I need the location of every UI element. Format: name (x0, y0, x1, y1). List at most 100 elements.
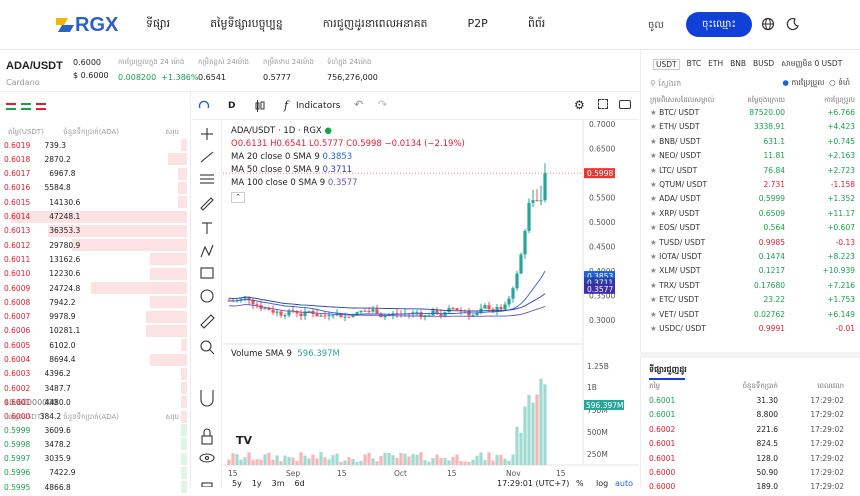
pattern-icon[interactable] (200, 244, 214, 258)
percent-toggle[interactable]: % (576, 479, 584, 488)
ask-row[interactable]: 0.60191228.3739.3 (0, 138, 191, 152)
pair-name[interactable]: ADA/USDT (6, 60, 63, 72)
ask-row[interactable]: 0.60184769.32870.2 (0, 152, 191, 166)
magnet-icon[interactable] (200, 390, 214, 407)
tab-btc[interactable]: BTC (686, 59, 702, 68)
nav-link-futures[interactable]: ការជួញដូរនាពេលអនាគត (322, 17, 428, 30)
favorite-star-icon[interactable]: ★ (650, 295, 657, 305)
ask-row[interactable]: 0.601121897.613162.6 (0, 252, 191, 266)
range-3m[interactable]: 3m (271, 479, 285, 488)
tab-busd[interactable]: BUSD (753, 59, 775, 68)
trades-title[interactable]: ទីផ្សារជួញដូរ (649, 365, 687, 380)
candlestick-chart[interactable]: 0.70000.65000.60000.55000.50000.45000.40… (223, 120, 639, 487)
ask-row[interactable]: 0.601249535.729780.9 (0, 238, 191, 252)
favorite-star-icon[interactable]: ★ (650, 252, 657, 261)
ask-row[interactable]: 0.601020350.812230.6 (0, 267, 191, 281)
market-row[interactable]: ★ ADA/ USDT 0.5999 +1.352 (650, 194, 855, 208)
favorite-star-icon[interactable]: ★ (650, 194, 657, 204)
market-row[interactable]: ★ ETC/ USDT 23.22 +1.753 (650, 295, 855, 309)
zoom-icon[interactable] (200, 340, 215, 355)
text-tool-icon[interactable] (202, 222, 212, 234)
market-row[interactable]: ★ QTUM/ USDT 2.731 -1.158 (650, 180, 855, 194)
favorite-star-icon[interactable]: ★ (650, 180, 657, 189)
tab-usdt[interactable]: USDT (653, 59, 680, 70)
logo[interactable]: RGX (56, 14, 118, 36)
market-row[interactable]: ★ TRX/ USDT 0.17680 +7.216 (650, 281, 855, 295)
market-row[interactable]: ★ VET/ USDT 0.02762 +6.149 (650, 310, 855, 324)
radio-change[interactable]: ● (782, 78, 789, 87)
range-6d[interactable]: 6d (294, 479, 305, 488)
favorite-star-icon[interactable]: ★ (650, 151, 657, 161)
trash-icon[interactable] (201, 482, 213, 488)
favorite-star-icon[interactable]: ★ (650, 237, 657, 247)
ask-row[interactable]: 0.601523492.314130.6 (0, 195, 191, 209)
favorite-star-icon[interactable]: ★ (650, 223, 657, 233)
ask-row[interactable]: 0.600617118.110281.1 (0, 324, 191, 338)
log-toggle[interactable]: log (596, 479, 609, 488)
emoji-icon[interactable] (200, 289, 214, 303)
favorite-star-icon[interactable]: ★ (650, 266, 657, 276)
market-search-input[interactable]: ⚲ ស្វែងរក (650, 79, 682, 88)
nav-link-spot[interactable]: តម្លៃទីផ្សារបច្ចុប្បន្ន (210, 17, 283, 30)
legend-collapse-button[interactable]: ⌃ (231, 192, 245, 203)
tradingview-logo[interactable]: TV (236, 434, 253, 447)
ask-row[interactable]: 0.600941146.324724.8 (0, 281, 191, 295)
fx-icon[interactable]: f (284, 99, 289, 112)
ask-row[interactable]: 0.60025810.93487.7 (0, 381, 191, 395)
globe-icon[interactable] (761, 17, 775, 31)
ask-row[interactable]: 0.601478563.547248.1 (0, 210, 191, 224)
ask-row[interactable]: 0.601711580.26967.8 (0, 167, 191, 181)
trendline-icon[interactable] (200, 151, 214, 163)
eye-icon[interactable] (199, 453, 215, 463)
bids-only-icon[interactable] (21, 103, 31, 110)
login-link[interactable]: ចូល (648, 20, 664, 31)
range-5y[interactable]: 5y (232, 479, 242, 488)
orderbook-view-toggles[interactable] (6, 103, 46, 110)
measure-icon[interactable] (200, 267, 214, 279)
moon-icon[interactable] (786, 17, 800, 31)
range-1y[interactable]: 1y (251, 479, 262, 488)
ask-row[interactable]: 0.60169283.25584.8 (0, 181, 191, 195)
fullscreen-icon[interactable] (598, 99, 608, 109)
radio-volume[interactable]: ○ (829, 78, 836, 87)
ask-row[interactable]: 0.600813219.37942.2 (0, 295, 191, 309)
redo-icon[interactable]: ↷ (378, 98, 388, 111)
tab-eth[interactable]: ETH (708, 59, 724, 68)
favorite-star-icon[interactable]: ★ (650, 208, 657, 218)
chart-refresh-icon[interactable] (198, 100, 210, 112)
settings-icon[interactable]: ⚙ (574, 98, 585, 112)
market-row[interactable]: ★ ETH/ USDT 3338.91 +4.423 (650, 122, 855, 136)
market-row[interactable]: ★ XRP/ USDT 0.6509 +11.17 (650, 209, 855, 223)
nav-link-news[interactable]: ពិព័រ (527, 17, 546, 30)
market-row[interactable]: ★ IOTA/ USDT 0.1474 +8.223 (650, 252, 855, 266)
hline-icon[interactable] (200, 174, 214, 184)
ruler-icon[interactable] (200, 314, 215, 329)
favorite-star-icon[interactable]: ★ (650, 280, 657, 290)
ask-row[interactable]: 0.600716612.19978.9 (0, 310, 191, 324)
tab-filter[interactable]: សាមញ្ញមិន 0 USDT (781, 59, 843, 68)
bid-row[interactable]: 0.59975062.33035.9 (0, 452, 191, 466)
asks-only-icon[interactable] (36, 103, 46, 110)
market-row[interactable]: ★ XLM/ USDT 0.1217 +10.939 (650, 266, 855, 280)
ask-row[interactable]: 0.6000640.3384.2 (0, 410, 191, 424)
market-row[interactable]: ★ TUSD/ USDT 0.9985 -0.13 (650, 238, 855, 252)
favorite-star-icon[interactable]: ★ (650, 324, 657, 333)
undo-icon[interactable]: ↶ (354, 98, 364, 111)
favorite-star-icon[interactable]: ★ (650, 136, 657, 146)
favorite-star-icon[interactable]: ★ (650, 122, 657, 132)
brush-icon[interactable] (200, 197, 214, 211)
bid-row[interactable]: 0.599612379.77422.9 (0, 466, 191, 480)
both-sides-icon[interactable] (6, 103, 16, 110)
nav-link-market[interactable]: ទីផ្សារ (146, 17, 171, 30)
signup-button[interactable]: ចុះឈ្មោះ (686, 12, 752, 37)
market-row[interactable]: ★ BNB/ USDT 631.1 +0.745 (650, 137, 855, 151)
indicators-button[interactable]: Indicators (296, 101, 341, 111)
bid-row[interactable]: 0.59996017.03609.6 (0, 423, 191, 437)
favorite-star-icon[interactable]: ★ (650, 165, 657, 175)
favorite-star-icon[interactable]: ★ (650, 108, 657, 117)
market-row[interactable]: ★ BTC/ USDT 87520.00 +6.766 (650, 108, 855, 122)
market-row[interactable]: ★ USDC/ USDT 0.9991 -0.01 (650, 324, 855, 338)
bid-row[interactable]: 0.59958118.14866.8 (0, 480, 191, 494)
nav-link-p2p[interactable]: P2P (467, 17, 488, 30)
